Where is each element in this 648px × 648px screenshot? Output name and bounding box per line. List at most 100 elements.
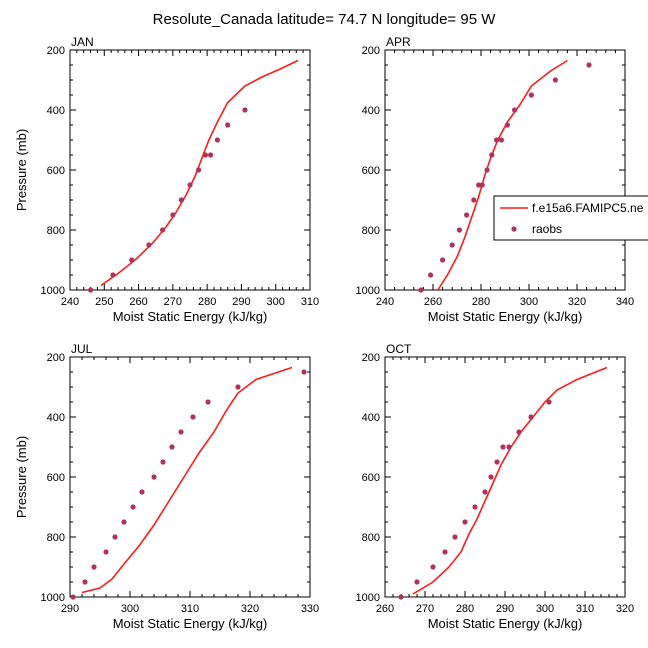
raobs-point-jan — [242, 107, 248, 113]
raobs-point-jan — [208, 152, 214, 158]
y-tick-label-apr: 1000 — [356, 285, 380, 297]
legend-obs-label: raobs — [532, 222, 562, 236]
y-tick-label-jul: 600 — [47, 472, 65, 484]
raobs-point-jan — [129, 257, 135, 263]
x-tick-label-jul: 330 — [301, 603, 319, 615]
raobs-point-apr — [586, 62, 592, 68]
raobs-point-oct — [414, 579, 420, 585]
x-tick-label-jul: 310 — [181, 603, 199, 615]
raobs-point-apr — [440, 257, 446, 263]
x-tick-label-jan: 240 — [61, 296, 79, 308]
raobs-point-apr — [428, 272, 434, 278]
model-line-apr — [437, 59, 568, 290]
y-tick-label-apr: 800 — [362, 225, 380, 237]
raobs-point-apr — [479, 182, 485, 188]
y-tick-label-apr: 200 — [362, 45, 380, 57]
x-tick-label-jan: 280 — [198, 296, 216, 308]
raobs-point-jan — [146, 242, 152, 248]
raobs-point-jan — [110, 272, 116, 278]
model-line-jul — [81, 366, 293, 594]
raobs-point-jan — [214, 137, 220, 143]
panel-jul: JUL 290 300 310 320 330 200 400 600 800 1000 Moist … — [14, 342, 319, 631]
raobs-point-jul — [178, 429, 184, 435]
raobs-point-apr — [494, 137, 500, 143]
panel-frame-jul — [69, 356, 311, 598]
raobs-point-jul — [103, 549, 109, 555]
y-tick-label-jul: 1000 — [41, 592, 65, 604]
figure-title: Resolute_Canada latitude= 74.7 N longitu… — [153, 11, 497, 28]
y-tick-label-apr: 400 — [362, 105, 380, 117]
raobs-point-jul — [301, 369, 307, 375]
raobs-point-jul — [151, 474, 157, 480]
x-tick-label-jan: 270 — [164, 296, 182, 308]
y-tick-label-oct: 1000 — [356, 592, 380, 604]
x-axis-label-apr: Moist Static Energy (kJ/kg) — [428, 309, 583, 324]
x-tick-label-apr: 280 — [472, 296, 490, 308]
raobs-point-jul — [91, 564, 97, 570]
panel-label-apr: APR — [386, 35, 411, 49]
raobs-point-oct — [546, 399, 552, 405]
raobs-point-apr — [418, 287, 424, 293]
raobs-point-jul — [82, 579, 88, 585]
x-tick-label-jan: 290 — [232, 296, 250, 308]
raobs-point-jul — [160, 459, 166, 465]
y-tick-label-jul: 400 — [47, 412, 65, 424]
x-tick-label-apr: 240 — [376, 296, 394, 308]
raobs-point-oct — [472, 504, 478, 510]
panel-frame-jan — [69, 49, 311, 291]
raobs-point-jul — [169, 444, 175, 450]
y-tick-label-jan: 200 — [47, 45, 65, 57]
panel-apr: APR 240 260 280 300 320 340 200 400 600 800 1000 Moi… — [356, 35, 635, 324]
x-tick-label-jan: 260 — [129, 296, 147, 308]
y-tick-label-oct: 800 — [362, 532, 380, 544]
y-tick-label-oct: 600 — [362, 472, 380, 484]
y-tick-label-jan: 600 — [47, 165, 65, 177]
raobs-point-oct — [488, 474, 494, 480]
x-tick-label-jul: 300 — [121, 603, 139, 615]
raobs-point-apr — [449, 242, 455, 248]
raobs-point-apr — [498, 137, 504, 143]
y-tick-label-oct: 200 — [362, 352, 380, 364]
x-tick-label-jul: 320 — [241, 603, 259, 615]
panel-frame-apr — [384, 49, 626, 291]
panel-label-jul: JUL — [71, 342, 93, 356]
model-line-oct — [412, 366, 608, 595]
legend-obs-marker — [511, 226, 517, 232]
x-axis-label-jan: Moist Static Energy (kJ/kg) — [113, 309, 268, 324]
x-tick-label-oct: 320 — [616, 603, 634, 615]
raobs-point-apr — [504, 122, 510, 128]
legend-model-label: f.e15a6.FAMIPC5.ne — [532, 201, 644, 215]
x-tick-label-apr: 320 — [568, 296, 586, 308]
raobs-point-jan — [202, 152, 208, 158]
raobs-point-jul — [190, 414, 196, 420]
raobs-point-jul — [235, 384, 241, 390]
raobs-point-apr — [484, 167, 490, 173]
x-axis-label-jul: Moist Static Energy (kJ/kg) — [113, 616, 268, 631]
y-axis-label-jan: Pressure (mb) — [14, 129, 29, 211]
panel-jan: JAN 240 250 260 270 280 290 300 310 200 400 600 800 1… — [14, 35, 319, 324]
raobs-point-apr — [489, 152, 495, 158]
y-tick-label-jan: 800 — [47, 225, 65, 237]
x-tick-label-oct: 290 — [496, 603, 514, 615]
y-tick-label-apr: 600 — [362, 165, 380, 177]
x-tick-label-oct: 260 — [376, 603, 394, 615]
y-tick-label-jul: 800 — [47, 532, 65, 544]
panel-label-jan: JAN — [71, 35, 94, 49]
x-tick-label-jan: 250 — [95, 296, 113, 308]
raobs-point-apr — [471, 197, 477, 203]
x-tick-label-jan: 310 — [301, 296, 319, 308]
raobs-point-apr — [511, 107, 518, 113]
raobs-point-jul — [112, 534, 118, 540]
y-tick-label-oct: 400 — [362, 412, 380, 424]
y-tick-label-jan: 1000 — [41, 285, 65, 297]
raobs-point-jan — [88, 287, 94, 293]
raobs-point-jul — [70, 594, 76, 600]
raobs-point-oct — [494, 459, 500, 465]
x-tick-label-jan: 300 — [267, 296, 285, 308]
raobs-point-jul — [205, 399, 211, 405]
legend: f.e15a6.FAMIPC5.ne raobs — [493, 195, 648, 241]
legend-box — [493, 195, 648, 241]
model-line-jan — [100, 59, 299, 287]
panels: JAN 240 250 260 270 280 290 300 310 200 400 600 800 1… — [14, 35, 634, 631]
